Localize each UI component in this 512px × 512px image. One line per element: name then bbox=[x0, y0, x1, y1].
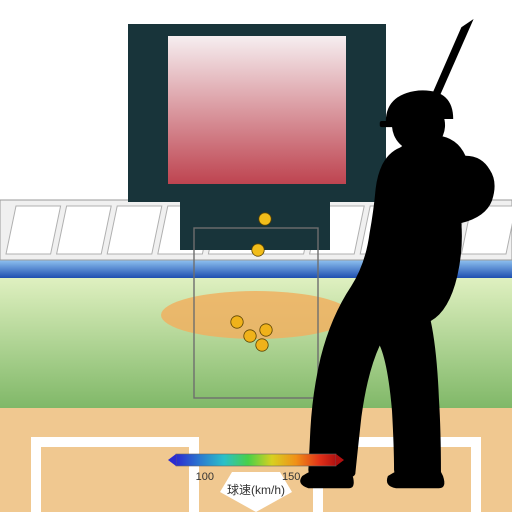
pitch-location-chart: 100 150球速(km/h) bbox=[0, 0, 512, 512]
legend-title: 球速(km/h) bbox=[227, 483, 285, 497]
pitch-marker bbox=[244, 330, 256, 342]
pitch-marker bbox=[259, 213, 271, 225]
legend-tick: 150 bbox=[282, 471, 300, 483]
pitch-marker bbox=[260, 324, 272, 336]
legend-tick: 100 bbox=[196, 471, 214, 483]
pitch-marker bbox=[256, 339, 268, 351]
scoreboard-screen bbox=[168, 36, 346, 184]
chart-svg: 100 150球速(km/h) bbox=[0, 0, 512, 512]
pitch-marker bbox=[231, 316, 243, 328]
pitch-marker bbox=[252, 244, 264, 256]
